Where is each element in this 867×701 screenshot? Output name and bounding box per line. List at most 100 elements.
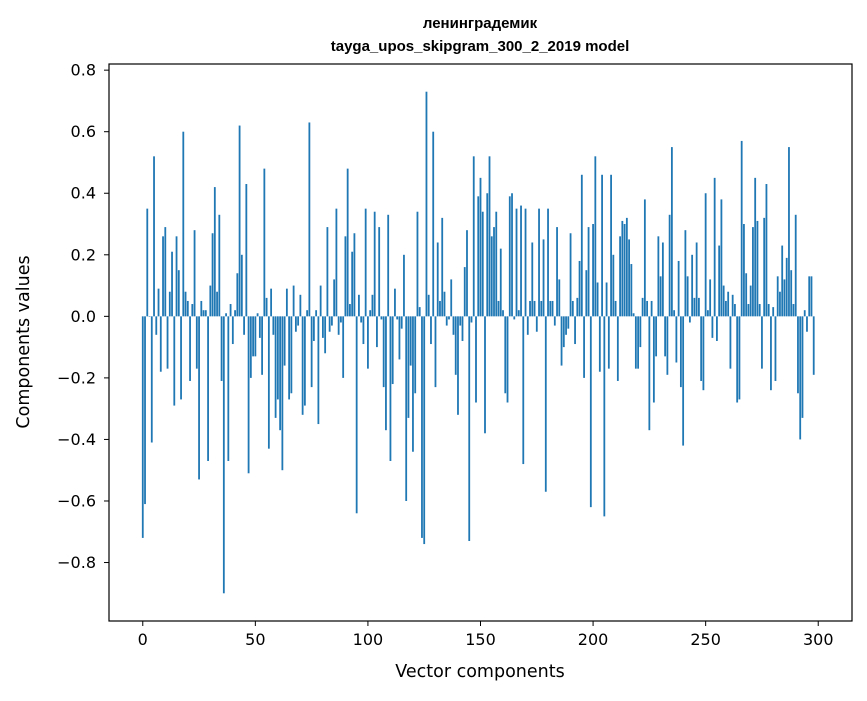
bar [632,313,635,317]
bar [549,300,552,317]
bar [783,279,786,317]
bar [488,156,491,317]
bar [788,147,790,317]
bar [745,273,748,317]
bar [141,316,144,538]
bar [691,254,694,317]
bar [664,316,667,357]
bar [310,316,313,388]
bar [594,156,597,317]
bar [200,300,203,317]
bar [682,316,685,446]
bar [736,316,739,403]
bar [511,193,513,317]
bar [529,300,531,317]
bar [367,316,369,369]
bar [407,316,410,418]
bar [445,316,448,326]
bar [587,227,590,317]
bar [238,125,241,317]
bar [301,316,304,415]
bar [639,316,642,348]
bar [312,316,315,341]
bar [265,297,268,317]
bar [592,224,594,317]
bar [247,316,250,474]
bar [173,316,176,406]
bar [421,316,423,538]
bar [794,214,797,317]
bar [707,310,709,317]
bar [616,316,619,381]
bar [443,291,446,317]
bar [542,239,545,317]
bar [752,227,754,317]
bar [576,297,579,317]
bar [515,208,518,317]
plot-frame [108,63,853,622]
bar [698,297,700,317]
bar [779,291,781,317]
bar [396,316,399,320]
bar [605,282,608,317]
bar [202,310,205,317]
bar [216,291,218,317]
y-tick-label: 0.8 [71,61,96,80]
bar [544,316,547,492]
bar [725,300,727,317]
bar [227,316,230,461]
bar [567,316,570,329]
bar [222,316,225,594]
bar [335,208,338,317]
bar [333,279,336,317]
bar [574,316,576,345]
bar [279,316,282,431]
bar [497,300,500,317]
bar [614,300,617,317]
bar [303,316,306,406]
bar [146,208,149,317]
bar [351,251,354,317]
x-tick-label: 200 [578,630,609,649]
bar [700,316,703,381]
y-tick-label: 0.6 [71,122,96,141]
bar [704,193,707,317]
bar [763,217,766,317]
bar [288,316,291,400]
bar [267,316,270,449]
bar [430,316,432,345]
bar [781,245,784,317]
bar [734,304,736,317]
bar [427,294,430,317]
bar [729,316,732,369]
bar [790,270,793,317]
bar [797,316,799,394]
bar [481,211,484,317]
y-tick-label: −0.2 [57,368,96,387]
bar [792,304,795,317]
bar [709,279,712,317]
bar [292,285,295,317]
bar [531,242,534,317]
bar [522,316,525,465]
bar [758,304,761,317]
bar [556,227,558,317]
y-tick-label: 0.0 [71,307,96,326]
bar [193,230,196,317]
x-tick-label: 0 [138,630,148,649]
bar [770,316,772,391]
bar [607,316,610,369]
bar [236,273,239,317]
bar [538,208,540,317]
bar [297,316,300,326]
bar [382,316,385,388]
bar [504,316,507,394]
bar [319,285,322,317]
bar [560,316,563,366]
bar [342,316,345,378]
bar [150,316,153,443]
bar [306,310,309,317]
bar [808,276,811,317]
bar [195,316,198,369]
